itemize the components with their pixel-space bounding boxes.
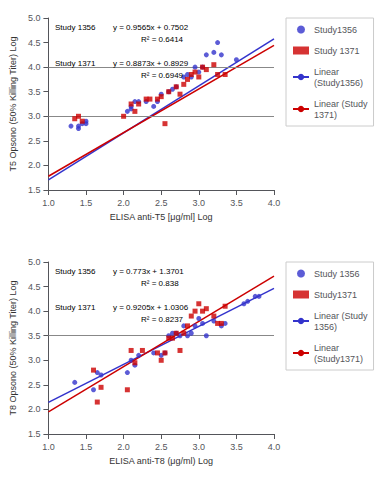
svg-text:y = 0.9205x + 1.0306: y = 0.9205x + 1.0306 [113,303,189,312]
svg-text:3.0: 3.0 [28,111,41,121]
svg-text:1356): 1356) [314,322,337,332]
svg-text:4.0: 4.0 [268,198,281,208]
svg-text:5.0: 5.0 [28,257,41,267]
svg-text:1.5: 1.5 [80,442,93,452]
svg-text:2.0: 2.0 [117,442,130,452]
svg-text:Study1356: Study1356 [314,25,357,35]
svg-text:(Study1371): (Study1371) [314,354,363,364]
svg-text:Study1371: Study1371 [314,290,357,300]
svg-text:(Study1356): (Study1356) [314,78,363,88]
svg-text:Study 1371: Study 1371 [314,46,360,56]
svg-text:2.5: 2.5 [28,136,41,146]
svg-text:R² = 0.6414: R² = 0.6414 [141,35,184,44]
svg-text:y = 0.8873x + 0.8929: y = 0.8873x + 0.8929 [113,59,189,68]
svg-text:1.0: 1.0 [42,198,55,208]
svg-text:1.5: 1.5 [28,185,41,195]
svg-text:4.5: 4.5 [28,282,41,292]
svg-text:Study 1371: Study 1371 [55,59,96,68]
svg-text:Study 1356: Study 1356 [55,23,96,32]
svg-text:3.0: 3.0 [28,355,41,365]
svg-text:2.0: 2.0 [28,160,41,170]
svg-text:2.5: 2.5 [155,198,168,208]
svg-text:R² = 0.8237: R² = 0.8237 [141,315,184,324]
svg-text:2.5: 2.5 [155,442,168,452]
svg-text:1.5: 1.5 [80,198,93,208]
svg-text:Linear: Linear [314,67,339,77]
svg-text:1.5: 1.5 [28,429,41,439]
svg-text:y = 0.9565x + 0.7502: y = 0.9565x + 0.7502 [113,23,189,32]
svg-text:3.5: 3.5 [230,442,243,452]
svg-text:ELISA anti-T5 [μg/ml] Log: ELISA anti-T5 [μg/ml] Log [110,212,213,222]
svg-text:4.0: 4.0 [28,306,41,316]
svg-text:Study 1356: Study 1356 [314,269,360,279]
svg-text:3.5: 3.5 [28,331,41,341]
svg-text:5.0: 5.0 [28,13,41,23]
svg-text:1371): 1371) [314,110,337,120]
svg-text:y = 0.773x + 1.3701: y = 0.773x + 1.3701 [113,267,184,276]
svg-text:4.0: 4.0 [268,442,281,452]
svg-text:Study 1356: Study 1356 [55,267,96,276]
svg-text:ELISA anti-T8 (μg/ml) Log: ELISA anti-T8 (μg/ml) Log [109,456,213,466]
svg-text:2.0: 2.0 [28,404,41,414]
svg-text:3.0: 3.0 [193,442,206,452]
svg-text:3.0: 3.0 [193,198,206,208]
svg-text:T5 Opsono (50% Killing Titer): T5 Opsono (50% Killing Titer) Log [8,36,18,171]
svg-text:3.5: 3.5 [28,87,41,97]
svg-text:R² = 0.838: R² = 0.838 [141,279,179,288]
svg-text:3.5: 3.5 [230,198,243,208]
svg-text:2.0: 2.0 [117,198,130,208]
svg-text:1.0: 1.0 [42,442,55,452]
svg-text:Linear: Linear [314,343,339,353]
svg-text:Linear (Study: Linear (Study [314,99,368,109]
svg-text:4.0: 4.0 [28,62,41,72]
svg-text:Linear (Study: Linear (Study [314,311,368,321]
svg-text:T8 Opsono (50% Killing Titer): T8 Opsono (50% Killing Titer) Log [8,280,18,415]
svg-text:R² = 0.6949: R² = 0.6949 [141,71,184,80]
svg-text:2.5: 2.5 [28,380,41,390]
svg-text:Study 1371: Study 1371 [55,303,96,312]
svg-text:4.5: 4.5 [28,38,41,48]
